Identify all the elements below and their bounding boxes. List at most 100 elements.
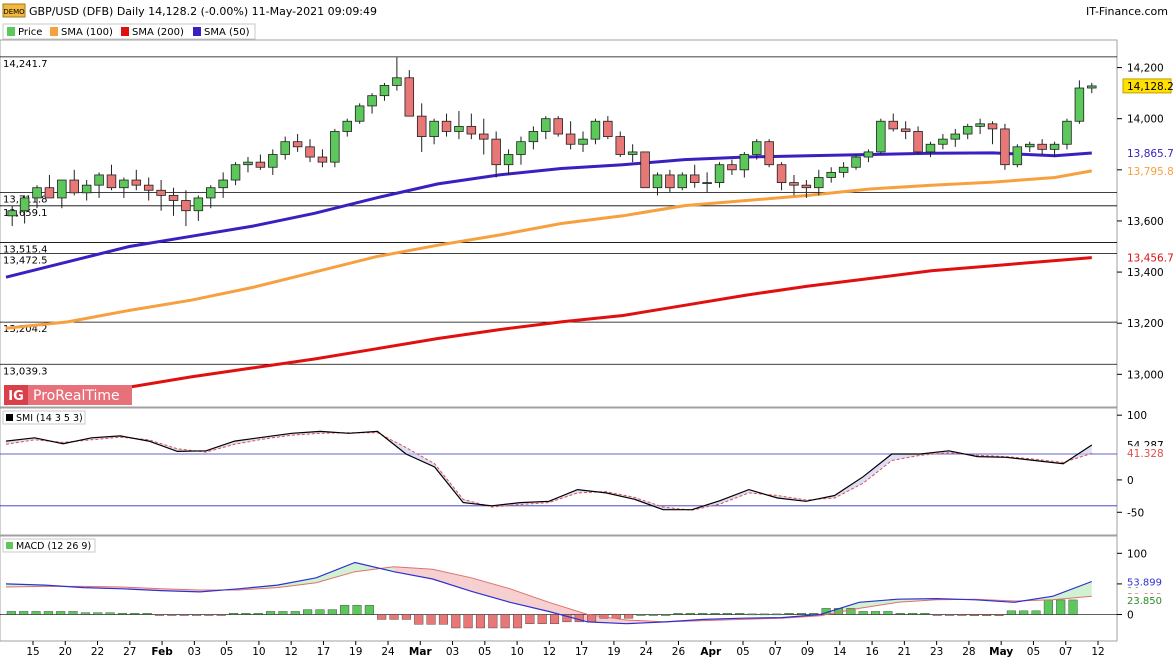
tag-last_price: 14,128.2 <box>1127 81 1173 93</box>
date-tick-8: 12 <box>284 646 297 658</box>
candle-body-25 <box>317 156 328 163</box>
candle-body-0 <box>7 210 17 217</box>
candle-body-29 <box>367 95 377 107</box>
price-panel <box>0 39 1118 408</box>
macd-bar-42 <box>525 614 535 624</box>
candle-body-13 <box>168 194 179 201</box>
date-tick-3: 27 <box>123 646 136 658</box>
macd-bar-33 <box>414 614 424 625</box>
level-label-4: 13,472.5 <box>3 256 48 267</box>
macd-bar-16 <box>204 614 214 616</box>
macd-bar-62 <box>772 613 782 616</box>
price-tick-5: 14,000 <box>1127 114 1164 126</box>
date-tick-16: 12 <box>543 646 556 658</box>
candle-body-81 <box>1012 146 1023 166</box>
macd-bar-38 <box>475 614 485 629</box>
date-tick-20: 26 <box>672 646 686 658</box>
candle-body-56 <box>702 182 712 184</box>
candle-body-63 <box>789 182 799 186</box>
macd-bar-79 <box>982 614 992 616</box>
price-tick-2: 13,400 <box>1127 267 1164 279</box>
macd-band-10 <box>393 566 433 580</box>
smi-tick-0: 100 <box>1127 410 1147 422</box>
candle-body-37 <box>466 125 477 135</box>
date-tick-28: 23 <box>930 646 943 658</box>
macd-band-13 <box>510 588 549 612</box>
date-tick-33: 12 <box>1091 646 1104 658</box>
macd-tag-0: 53.899 <box>1127 578 1162 589</box>
date-tick-7: 10 <box>252 646 265 658</box>
macd-bar-55 <box>685 613 695 615</box>
macd-bar-45 <box>562 614 572 623</box>
candle-body-44 <box>553 118 563 135</box>
level-label-0: 14,241.7 <box>3 59 48 70</box>
date-tick-1: 20 <box>59 646 72 658</box>
legend-label-sma50: SMA (50) <box>204 27 250 38</box>
macd-bar-72 <box>895 613 905 615</box>
candle-body-35 <box>441 120 452 132</box>
candle-body-30 <box>379 85 390 97</box>
macd-band-11 <box>432 569 472 592</box>
candles <box>7 57 1097 227</box>
macd-bar-70 <box>871 611 881 615</box>
candle-body-85 <box>1062 120 1072 145</box>
candle-body-27 <box>342 120 352 132</box>
candle-body-8 <box>106 174 117 189</box>
candle-body-51 <box>640 151 650 189</box>
macd-band-8 <box>316 562 356 583</box>
macd-bar-63 <box>784 613 794 615</box>
candle-body-16 <box>206 187 216 199</box>
macd-bar-35 <box>438 614 448 625</box>
candle-body-60 <box>752 141 762 155</box>
candle-body-50 <box>627 151 638 155</box>
macd-line <box>5 561 1093 625</box>
macd-indicator: 10050053.89930.01923.850 <box>0 548 1171 629</box>
candle-body-48 <box>603 120 613 137</box>
macd-bar-43 <box>537 614 547 624</box>
macd-bar-69 <box>858 611 868 615</box>
price-tick-0: 13,000 <box>1127 369 1164 381</box>
candle-body-6 <box>81 184 92 194</box>
macd-bar-32 <box>401 614 411 620</box>
candle-body-64 <box>801 184 812 189</box>
macd-bar-36 <box>451 614 461 629</box>
macd-bar-1 <box>19 611 29 615</box>
smi-band <box>6 431 1092 511</box>
candle-body-52 <box>652 174 663 189</box>
macd-bar-7 <box>93 612 103 615</box>
macd-bar-11 <box>142 613 152 615</box>
macd-bar-25 <box>315 609 325 615</box>
candle-body-77 <box>962 125 973 135</box>
candle-body-40 <box>503 154 514 166</box>
level-label-3: 13,515.4 <box>3 245 48 256</box>
macd-bar-19 <box>241 613 251 615</box>
legend-label-sma200: SMA (200) <box>132 27 184 38</box>
date-tick-18: 19 <box>607 646 620 658</box>
macd-bar-52 <box>648 614 658 616</box>
candle-body-4 <box>57 179 67 199</box>
smi-title: SMI (14 3 5 3) <box>16 413 83 424</box>
macd-bar-8 <box>105 612 115 615</box>
candle-body-59 <box>739 154 750 171</box>
candle-body-21 <box>268 154 278 168</box>
macd-tick-0: 100 <box>1127 548 1147 560</box>
macd-bar-74 <box>920 613 930 615</box>
legend-swatch-sma100 <box>50 27 58 36</box>
macd-bar-24 <box>303 609 313 615</box>
macd-tick-2: 0 <box>1127 610 1134 622</box>
macd-bar-84 <box>1043 599 1053 615</box>
macd-bar-50 <box>624 614 634 619</box>
date-tick-4: Feb <box>151 646 173 658</box>
candle-body-83 <box>1037 143 1047 150</box>
macd-bar-64 <box>796 613 806 615</box>
macd-title: MACD (12 26 9) <box>16 541 91 552</box>
candle-body-34 <box>429 120 439 137</box>
macd-band-12 <box>471 577 511 603</box>
candle-body-74 <box>925 143 936 153</box>
date-tick-11: 24 <box>381 646 395 658</box>
tag-sma100: 13,795.8 <box>1127 166 1173 178</box>
macd-bar-31 <box>389 614 399 620</box>
smi-tag-1: 41.328 <box>1127 448 1164 460</box>
candle-body-61 <box>764 141 774 166</box>
